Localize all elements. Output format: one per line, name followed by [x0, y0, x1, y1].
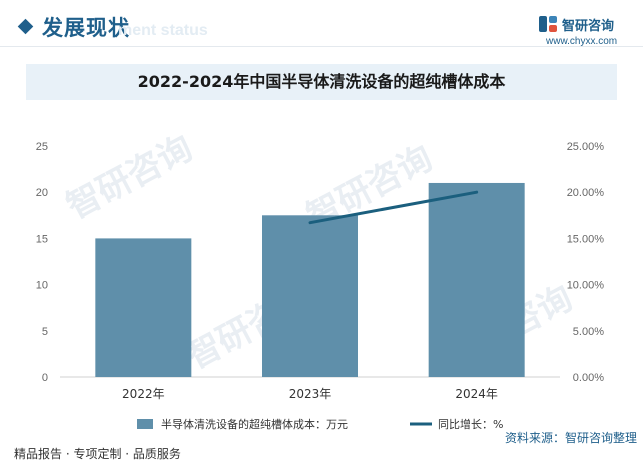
legend-bar-swatch [137, 419, 153, 429]
y-right-tick-label: 25.00% [567, 141, 605, 153]
bar-2022年 [95, 238, 192, 377]
x-tick-label: 2024年 [455, 387, 498, 401]
source-note: 资料来源：智研咨询整理 [504, 431, 637, 445]
section-header: 发展现状 ment status 智研咨询 www.chyxx.com [0, 0, 643, 60]
logo-name: 智研咨询 [562, 19, 615, 34]
chart-title: 2022-2024年中国半导体清洗设备的超纯槽体成本 [137, 72, 506, 91]
y-right-tick-label: 0.00% [573, 372, 604, 384]
section-title: 发展现状 [42, 16, 130, 40]
y-right-tick-label: 10.00% [567, 280, 605, 292]
chart-title-bar: 2022-2024年中国半导体清洗设备的超纯槽体成本 [26, 64, 617, 100]
footer-slogan: 精品报告 · 专项定制 · 品质服务 [14, 447, 181, 461]
legend-bar-label: 半导体清洗设备的超纯槽体成本：万元 [161, 417, 348, 431]
x-tick-label: 2022年 [122, 387, 165, 401]
bar-2024年 [428, 182, 525, 377]
footer: 资料来源：智研咨询整理 精品报告 · 专项定制 · 品质服务 [0, 431, 643, 472]
y-left-tick-label: 0 [42, 372, 48, 384]
y-left-tick-label: 5 [42, 326, 48, 338]
bar-line-chart: 0 5 10 15 20 25 0.00% 5.00% 10.00% 15.00% 20.00% 25… [36, 141, 605, 431]
logo-url: www.chyxx.com [546, 36, 618, 47]
growth-rate-line [308, 190, 479, 225]
y-right-tick-label: 15.00% [567, 233, 605, 245]
x-tick-label: 2023年 [289, 387, 332, 401]
y-left-tick-label: 20 [36, 187, 48, 199]
bar-2023年 [262, 215, 358, 377]
logo-icon [539, 16, 557, 32]
brand-logo: 智研咨询 www.chyxx.com [528, 12, 640, 47]
y-right-tick-label: 20.00% [567, 187, 605, 199]
header-divider [0, 46, 643, 47]
y-right-tick-label: 5.00% [573, 326, 604, 338]
y-left-tick-label: 10 [36, 280, 48, 292]
legend-line-label: 同比增长：% [438, 417, 503, 431]
y-left-tick-label: 25 [36, 141, 48, 153]
section-subtitle: ment status [118, 22, 208, 39]
y-left-tick-label: 15 [36, 233, 48, 245]
